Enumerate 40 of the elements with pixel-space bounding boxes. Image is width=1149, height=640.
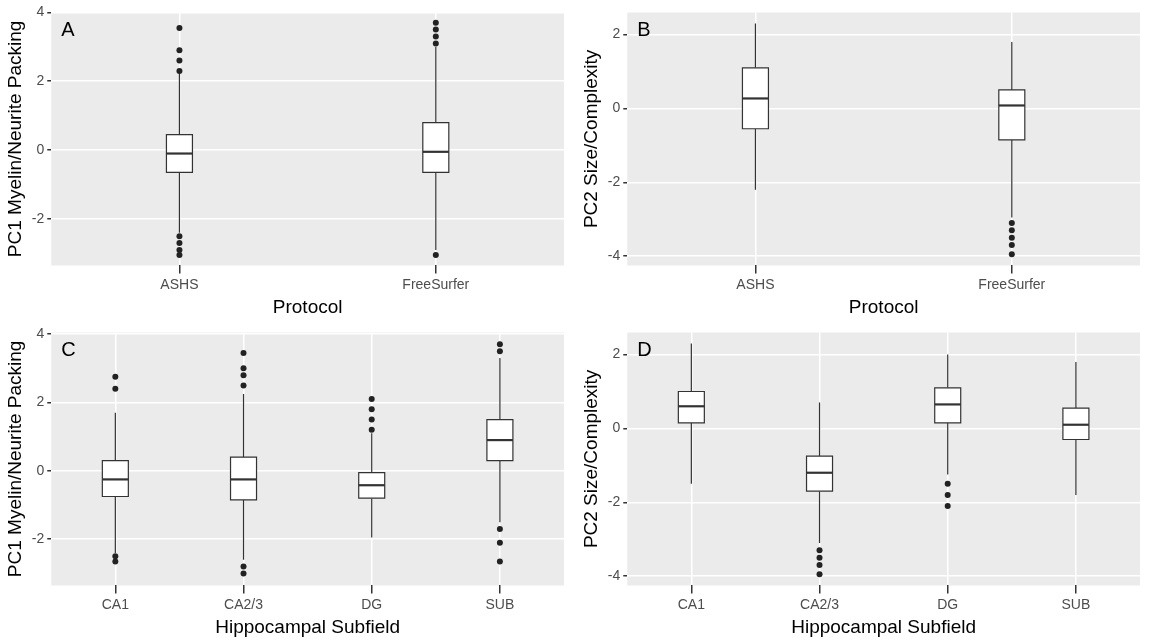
x-tick-label: DG — [937, 595, 959, 612]
x-tick-label: DG — [361, 595, 383, 612]
chart-title: C — [61, 337, 76, 360]
y-tick-label: 0 — [612, 419, 621, 436]
x-axis-title: Protocol — [272, 295, 343, 317]
y-axis-title: PC2 Size/Complexity — [579, 49, 601, 229]
chart-title: A — [61, 17, 76, 40]
x-tick-label: CA2/3 — [800, 595, 840, 612]
x-tick-label: CA1 — [101, 595, 130, 612]
x-tick-label: SUB — [1061, 595, 1091, 612]
x-tick-label: CA2/3 — [224, 595, 264, 612]
y-tick-label: -4 — [607, 247, 621, 264]
y-tick-label: 2 — [612, 25, 621, 42]
y-tick-label: 0 — [612, 99, 621, 116]
y-tick-label: -2 — [31, 209, 45, 226]
y-tick-label: 2 — [36, 393, 45, 410]
y-tick-label: 4 — [36, 324, 45, 341]
y-axis-title: PC2 Size/Complexity — [579, 369, 601, 549]
x-tick-label: ASHS — [736, 275, 775, 292]
y-tick-label: 0 — [36, 140, 45, 157]
y-tick-label: -4 — [607, 567, 621, 584]
y-tick-label: 4 — [36, 3, 45, 20]
y-tick-label: -2 — [607, 173, 621, 190]
chart-title: D — [637, 337, 652, 360]
x-axis-title: Hippocampal Subfield — [791, 615, 977, 637]
chart-title: B — [637, 17, 651, 40]
y-tick-label: -2 — [31, 530, 45, 547]
y-axis-title: PC1 Myelin/Neurite Packing — [3, 20, 25, 258]
x-axis-title: Protocol — [848, 295, 919, 317]
y-tick-label: -2 — [607, 493, 621, 510]
x-tick-label: CA1 — [677, 595, 706, 612]
x-tick-label: SUB — [485, 595, 515, 612]
x-tick-label: FreeSurfer — [402, 275, 470, 292]
x-tick-label: FreeSurfer — [978, 275, 1046, 292]
x-axis-title: Hippocampal Subfield — [215, 615, 401, 637]
y-tick-label: 0 — [36, 461, 45, 478]
y-tick-label: 2 — [36, 72, 45, 89]
y-axis-title: PC1 Myelin/Neurite Packing — [3, 340, 25, 578]
x-tick-label: ASHS — [160, 275, 199, 292]
y-tick-label: 2 — [612, 345, 621, 362]
